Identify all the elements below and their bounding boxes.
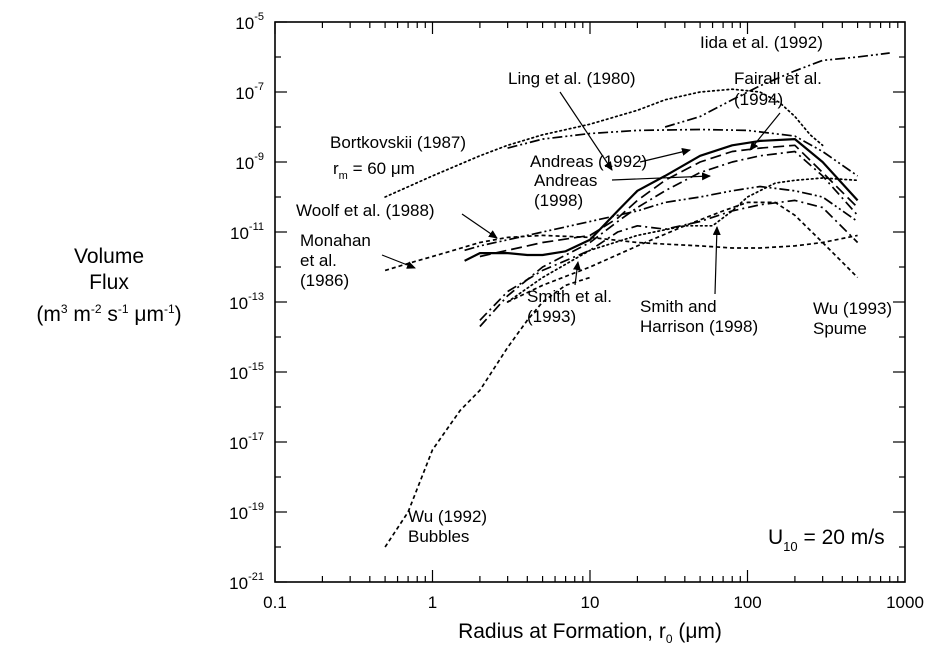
y-tick-label: 10-7 [235, 81, 264, 103]
y-tick-label: 10-17 [229, 431, 264, 453]
arrow-monahan [381, 254, 416, 269]
y-tick-label: 10-11 [230, 221, 264, 243]
arrow-smithharrison [712, 226, 721, 295]
x-tick-label: 1000 [886, 593, 924, 612]
y-axis-label: Volume Flux (m3 m-2 s-1 μm-1) [0, 244, 218, 328]
series-andreas-1992 [464, 138, 859, 262]
series-layer [384, 52, 890, 548]
series-iida-et-al-1992 [664, 52, 890, 128]
annotation-bortkovskii: Bortkovskii (1987) [330, 133, 466, 152]
annotation-ling: Ling et al. (1980) [508, 69, 636, 88]
arrow-smith93 [572, 261, 581, 286]
series-wu-1993-spume [507, 201, 859, 303]
annotation-monahan: Monahan et al. (1986) [300, 231, 371, 290]
series-andreas-1998 [479, 150, 859, 328]
y-tick-label: 10-15 [229, 361, 264, 383]
series-smith-and-harrison-1998 [506, 177, 859, 303]
y-tick-label: 10-19 [229, 501, 264, 523]
annotation-iida: Iida et al. (1992) [700, 33, 823, 52]
arrow-andreas98 [611, 172, 711, 181]
series-bortkovskii-1987 [507, 128, 859, 177]
series-ling-et-al-1980 [384, 88, 824, 198]
tick-labels: 0.1 1 10 100 1000 10-21 10-19 10-17 10-15 10-13 10… [229, 11, 924, 612]
x-tick-label: 100 [733, 593, 761, 612]
x-tick-label: 10 [581, 593, 600, 612]
y-axis-label-line2: Flux [89, 271, 129, 294]
wind-speed-label: U10 = 20 m/s [768, 526, 885, 554]
arrow-ling [559, 91, 613, 171]
y-axis-label-units: (m3 m-2 s-1 μm-1) [36, 302, 182, 326]
arrow-andreas92 [639, 147, 691, 163]
x-tick-label: 1 [428, 593, 437, 612]
annotation-andreas92: Andreas (1992) [530, 152, 647, 171]
y-tick-label: 10-9 [235, 151, 264, 173]
annotation-andreas98: Andreas (1998) [534, 171, 597, 210]
series-wu-1992-bubbles [384, 276, 591, 548]
x-tick-label: 0.1 [263, 593, 287, 612]
annotation-smithharrison: Smith and Harrison (1998) [640, 297, 758, 336]
annotation-wu92: Wu (1992) Bubbles [408, 507, 487, 546]
axis-ticks [274, 21, 905, 583]
x-axis-label: Radius at Formation, r0 (μm) [458, 620, 722, 647]
annotation-rm: rm = 60 μm [333, 159, 415, 182]
series-smith-et-al-1993 [479, 199, 859, 321]
annotation-wu93: Wu (1993) Spume [813, 299, 892, 338]
annotation-smith93: Smith et al. (1993) [527, 287, 612, 326]
annotation-woolf: Woolf et al. (1988) [296, 201, 435, 220]
annotation-fairall: Fairall et al. (1994) [734, 69, 822, 109]
annotations: Ling et al. (1980) Iida et al. (1992) Fair… [296, 33, 892, 554]
y-axis-label-line1: Volume [73, 245, 145, 268]
arrow-fairall [749, 112, 781, 151]
y-tick-label: 10-13 [229, 291, 264, 313]
y-tick-label: 10-21 [229, 571, 264, 593]
series-monahan-et-al-1986 [384, 234, 858, 272]
y-tick-label: 10-5 [235, 11, 264, 33]
series-fairall-et-al-1994 [479, 144, 859, 258]
arrow-woolf [461, 213, 498, 239]
